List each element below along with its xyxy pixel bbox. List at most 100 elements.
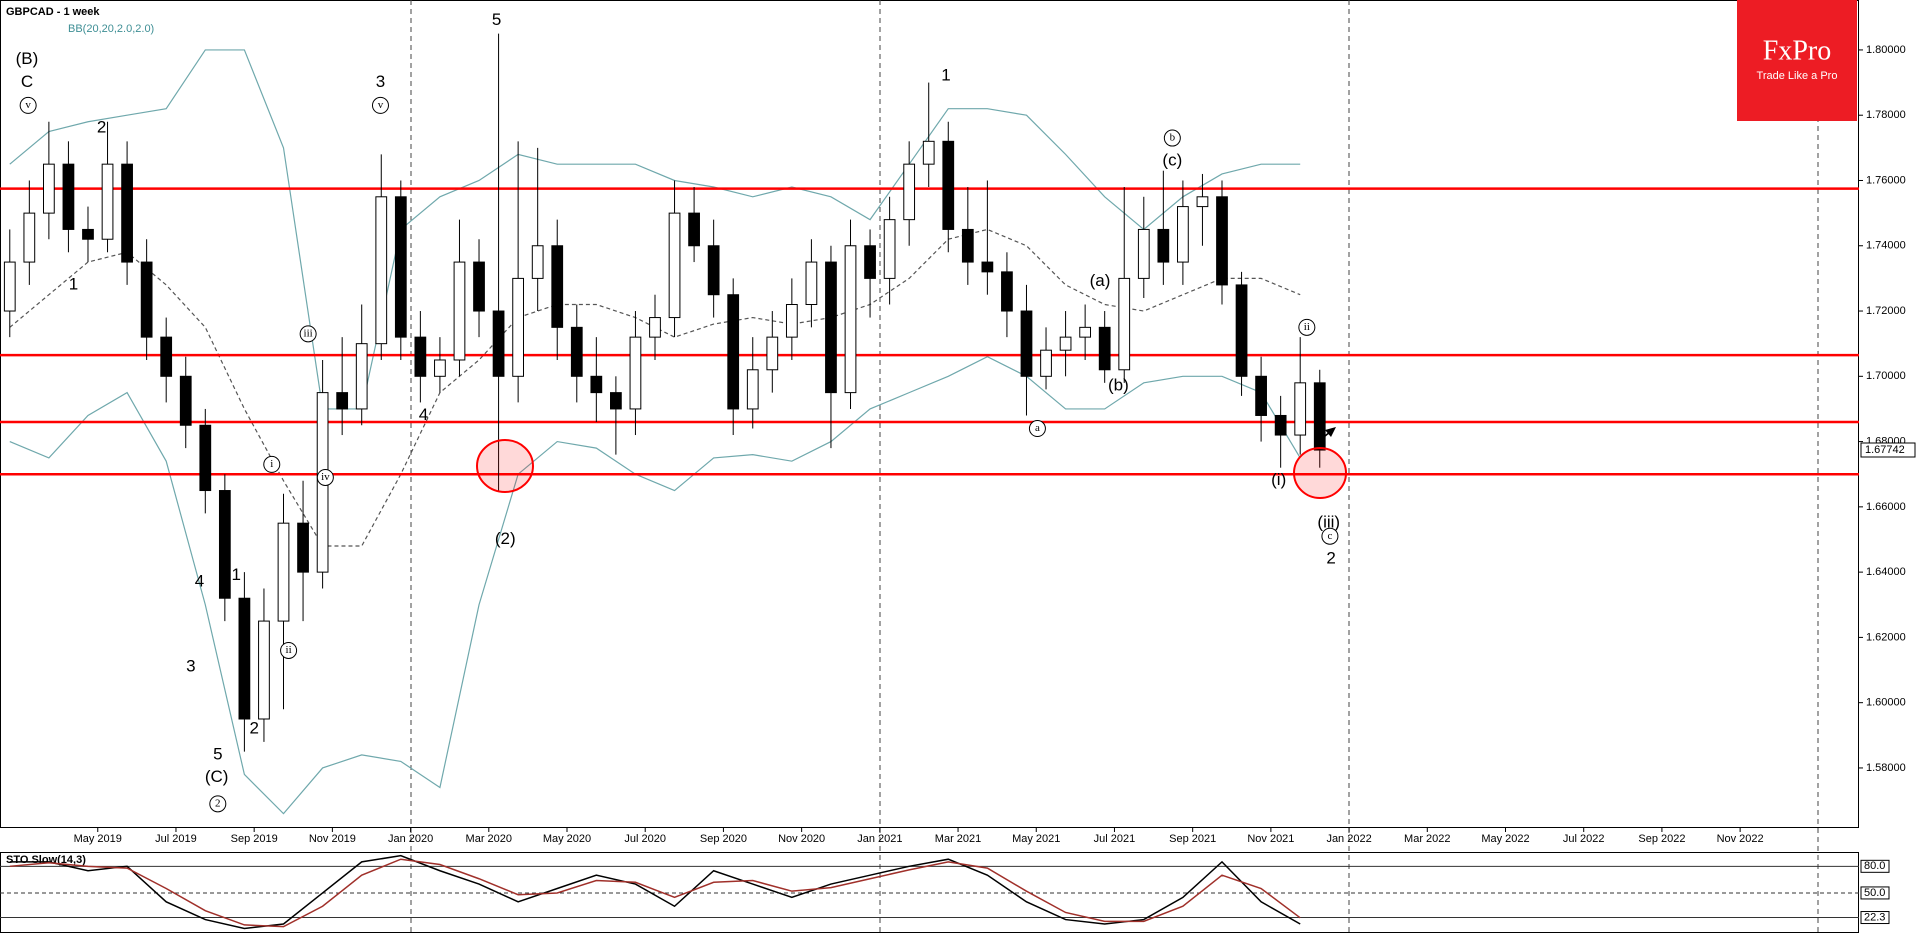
x-tick-label: Jul 2021 [1094, 833, 1136, 845]
wave-label: ii [1304, 321, 1310, 333]
stoch-line [9, 854, 1301, 930]
candle-body [942, 140, 955, 230]
candle-body [844, 245, 857, 394]
candle-body [355, 343, 368, 410]
candle-body [883, 219, 896, 279]
candle-body [23, 212, 36, 263]
x-tick-label: Nov 2021 [1247, 833, 1294, 845]
candle-body [668, 212, 681, 319]
wave-label: b [1170, 132, 1176, 144]
x-tick-label: Sep 2021 [1169, 833, 1216, 845]
candle-body [1196, 196, 1209, 208]
candle-body [1040, 349, 1052, 377]
candle-body [453, 261, 466, 361]
x-tick-label: Jan 2021 [857, 833, 902, 845]
candle-body [531, 245, 544, 279]
last-price-box [1860, 442, 1916, 458]
candle-body [82, 228, 94, 240]
wave-label: (2) [495, 529, 516, 548]
x-tick-label: Jan 2022 [1326, 833, 1371, 845]
candle-body [1313, 382, 1326, 451]
x-tick-label: Nov 2019 [309, 833, 356, 845]
wave-label: 2 [1326, 549, 1335, 568]
annotation-circle [280, 641, 298, 659]
wave-label: c [1327, 530, 1332, 542]
annotation-circle [299, 325, 317, 343]
x-tick-label: Mar 2020 [466, 833, 512, 845]
candle-body [101, 163, 114, 240]
candle-body [140, 261, 153, 338]
candle-body [121, 163, 133, 263]
candle-body [277, 522, 290, 622]
y-tick-label: 1.76000 [1866, 174, 1906, 186]
candle-body [1216, 196, 1228, 286]
wave-label: (iii) [1317, 513, 1340, 532]
candle-body [570, 326, 583, 377]
x-tick-label: Sep 2019 [231, 833, 278, 845]
wave-label: 1 [69, 274, 78, 293]
chart-title: GBPCAD - 1 week [6, 6, 100, 18]
wave-label: 2 [97, 118, 106, 137]
x-tick-label: May 2020 [543, 833, 591, 845]
wave-label: iii [304, 327, 313, 339]
wave-label: ii [286, 644, 292, 656]
stoch-frame [0, 852, 1859, 933]
candle-body [43, 163, 55, 214]
candle-body [1177, 206, 1189, 263]
wave-label: 5 [213, 744, 222, 763]
candle-body [981, 261, 994, 273]
wave-label: v [25, 99, 31, 111]
candle-body [785, 304, 798, 338]
year-separators [410, 0, 1819, 932]
last-price-label: 1.67742 [1865, 444, 1905, 456]
stoch-tick-label: 80.0 [1864, 860, 1885, 872]
x-tick-label: Jul 2020 [624, 833, 666, 845]
x-tick-label: Jan 2020 [388, 833, 433, 845]
candle-body [590, 375, 603, 394]
candle-body [1294, 382, 1307, 436]
candle-body [1255, 375, 1267, 416]
x-tick-label: Mar 2022 [1404, 833, 1450, 845]
candle-body [473, 261, 485, 312]
wave-label: v [378, 99, 384, 111]
y-tick-label: 1.66000 [1866, 501, 1906, 513]
wave-label: (b) [1108, 376, 1129, 395]
wave-label: C [21, 72, 33, 91]
annotation-circle [209, 795, 227, 813]
x-tick-label: Jul 2022 [1563, 833, 1605, 845]
stoch-last-label: 22.3 [1864, 911, 1885, 923]
annotation-circle [371, 96, 389, 114]
wave-label: 1 [941, 66, 950, 85]
wave-label: (B) [16, 49, 39, 68]
candle-body [551, 245, 564, 328]
candle-body [1274, 414, 1287, 436]
y-tick-label: 1.78000 [1866, 109, 1906, 121]
candle-body [766, 336, 779, 371]
candle-body [297, 522, 309, 573]
annotation-circle [19, 96, 37, 114]
x-tick-label: Jul 2019 [155, 833, 197, 845]
candle-body [258, 620, 270, 720]
annotation-circle [1163, 129, 1181, 147]
candle-body [610, 392, 622, 410]
x-tick-label: Nov 2022 [1717, 833, 1764, 845]
wave-label: (C) [205, 767, 229, 786]
y-tick-label: 1.72000 [1866, 305, 1906, 317]
wave-label: 3 [186, 656, 195, 675]
y-tick-label: 1.60000 [1866, 697, 1906, 709]
candle-body [218, 490, 231, 599]
candle-body [414, 336, 427, 377]
y-tick-label: 1.64000 [1866, 566, 1906, 578]
candle-body [1157, 228, 1170, 263]
annotation-circle [1028, 420, 1046, 438]
wave-label: 2 [249, 718, 258, 737]
candle-body [62, 163, 75, 230]
annotation-circle [1298, 318, 1316, 336]
stoch-line [9, 858, 1301, 928]
y-tick-label: 1.74000 [1866, 240, 1906, 252]
y-tick-label: 1.80000 [1866, 44, 1906, 56]
arrow-head [1325, 427, 1336, 437]
candle-body [434, 359, 446, 377]
candle-body [688, 212, 700, 247]
